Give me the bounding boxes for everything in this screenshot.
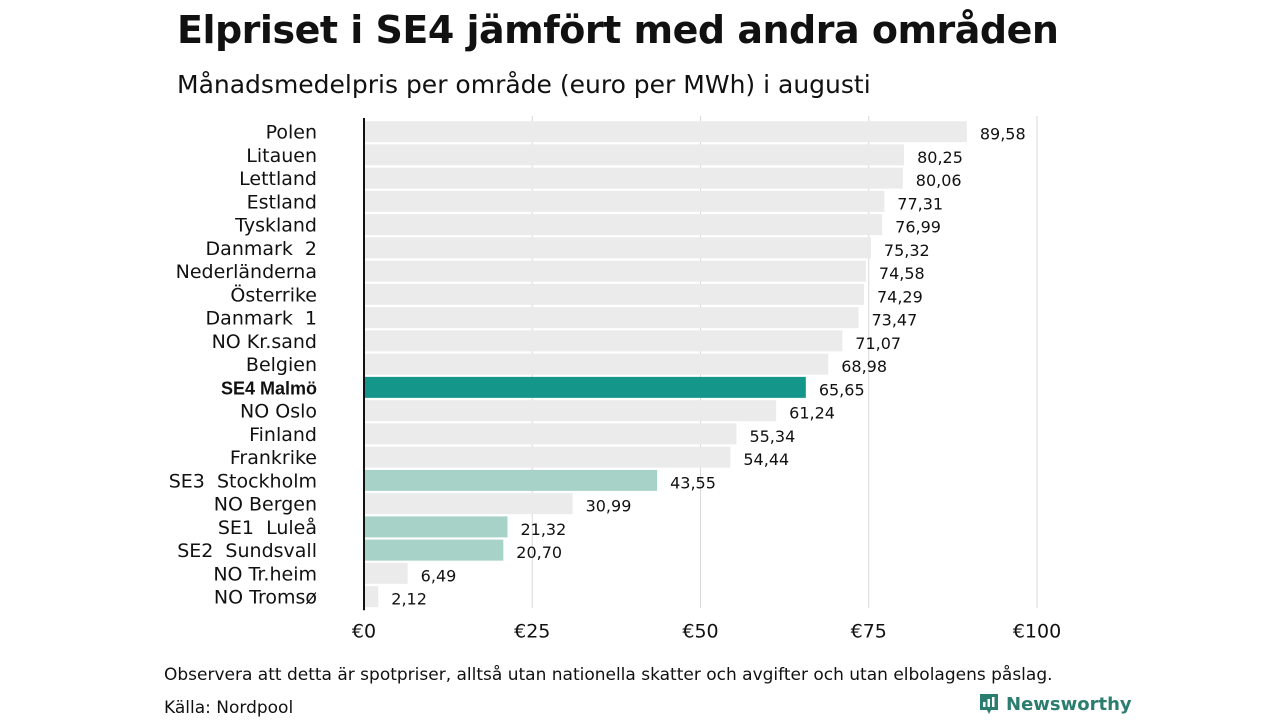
value-label: 20,70 <box>516 543 562 562</box>
bar <box>364 330 843 352</box>
bar <box>364 446 731 468</box>
value-label: 74,29 <box>877 287 923 306</box>
source-credit: Källa: Nordpool <box>164 698 294 718</box>
category-label: Nederländerna <box>176 261 317 283</box>
bar <box>364 190 885 212</box>
value-label: 71,07 <box>855 334 901 353</box>
brand-name: Newsworthy <box>1006 693 1132 715</box>
bar <box>364 562 408 584</box>
x-tick-label: €0 <box>352 620 376 642</box>
chart-title: Elpriset i SE4 jämfört med andra områden <box>177 8 1059 52</box>
category-label: NO Tr.heim <box>213 563 317 585</box>
value-label: 6,49 <box>421 566 457 585</box>
value-label: 77,31 <box>897 194 943 213</box>
bar <box>364 493 573 515</box>
bar <box>364 237 871 259</box>
chart-subtitle: Månadsmedelpris per område (euro per MWh… <box>177 70 871 99</box>
newsworthy-logo-icon <box>980 694 998 714</box>
value-label: 65,65 <box>819 380 865 399</box>
bar <box>364 586 379 608</box>
brand-logo: Newsworthy <box>978 692 1132 716</box>
bar <box>364 283 864 305</box>
bar-chart: PolenLitauenLettlandEstlandTysklandDanma… <box>169 116 1061 642</box>
value-label: 21,32 <box>520 520 566 539</box>
category-label: Estland <box>247 191 317 213</box>
value-label: 73,47 <box>871 311 917 330</box>
value-label: 54,44 <box>743 450 789 469</box>
value-label: 55,34 <box>749 427 795 446</box>
bar <box>364 376 806 398</box>
category-label: Finland <box>249 424 317 446</box>
bar <box>364 469 658 491</box>
bar <box>364 167 903 189</box>
value-label: 89,58 <box>980 125 1026 144</box>
bar <box>364 400 777 422</box>
x-axis-ticks: €0 €25 €50 €75 €100 <box>352 620 1061 642</box>
x-tick-label: €100 <box>1013 620 1061 642</box>
footnote: Observera att detta är spotpriser, allts… <box>164 665 1053 685</box>
value-label: 61,24 <box>789 404 835 423</box>
bar <box>364 260 866 282</box>
category-label: Tyskland <box>234 215 317 237</box>
bar <box>364 214 883 236</box>
value-label: 2,12 <box>391 590 427 609</box>
category-label: SE4 Malmö <box>221 378 317 398</box>
category-label: SE2 Sundsvall <box>177 540 317 562</box>
x-tick-label: €25 <box>514 620 550 642</box>
bars <box>364 121 967 608</box>
category-label: Polen <box>266 122 317 144</box>
bar <box>364 307 859 329</box>
value-label: 76,99 <box>895 218 941 237</box>
value-labels: 89,58 80,25 80,06 77,31 76,99 75,32 74,58 74,29… <box>391 125 1025 609</box>
bar <box>364 539 504 561</box>
value-label: 30,99 <box>586 497 632 516</box>
value-label: 75,32 <box>884 241 930 260</box>
category-label: NO Oslo <box>240 401 317 423</box>
category-label: NO Kr.sand <box>212 331 317 353</box>
category-label: SE1 Luleå <box>218 516 317 539</box>
category-label: Litauen <box>246 145 317 167</box>
value-label: 80,06 <box>916 171 962 190</box>
category-label: Lettland <box>239 168 317 190</box>
category-label: Frankrike <box>230 447 317 469</box>
category-label: SE3 Stockholm <box>169 470 317 492</box>
category-label: NO Tromsø <box>214 587 317 609</box>
x-tick-label: €75 <box>851 620 887 642</box>
value-label: 74,58 <box>879 264 925 283</box>
category-labels: PolenLitauenLettlandEstlandTysklandDanma… <box>169 122 317 609</box>
bar <box>364 423 737 445</box>
value-label: 68,98 <box>841 357 887 376</box>
category-label: NO Bergen <box>214 494 317 516</box>
category-label: Belgien <box>246 354 317 376</box>
bar <box>364 516 508 538</box>
category-label: Österrike <box>230 283 317 306</box>
value-label: 80,25 <box>917 148 963 167</box>
x-tick-label: €50 <box>682 620 718 642</box>
value-label: 43,55 <box>670 473 716 492</box>
category-label: Danmark 2 <box>206 238 317 260</box>
bar <box>364 353 829 375</box>
category-label: Danmark 1 <box>206 308 317 330</box>
bar <box>364 121 967 143</box>
bar <box>364 144 905 166</box>
